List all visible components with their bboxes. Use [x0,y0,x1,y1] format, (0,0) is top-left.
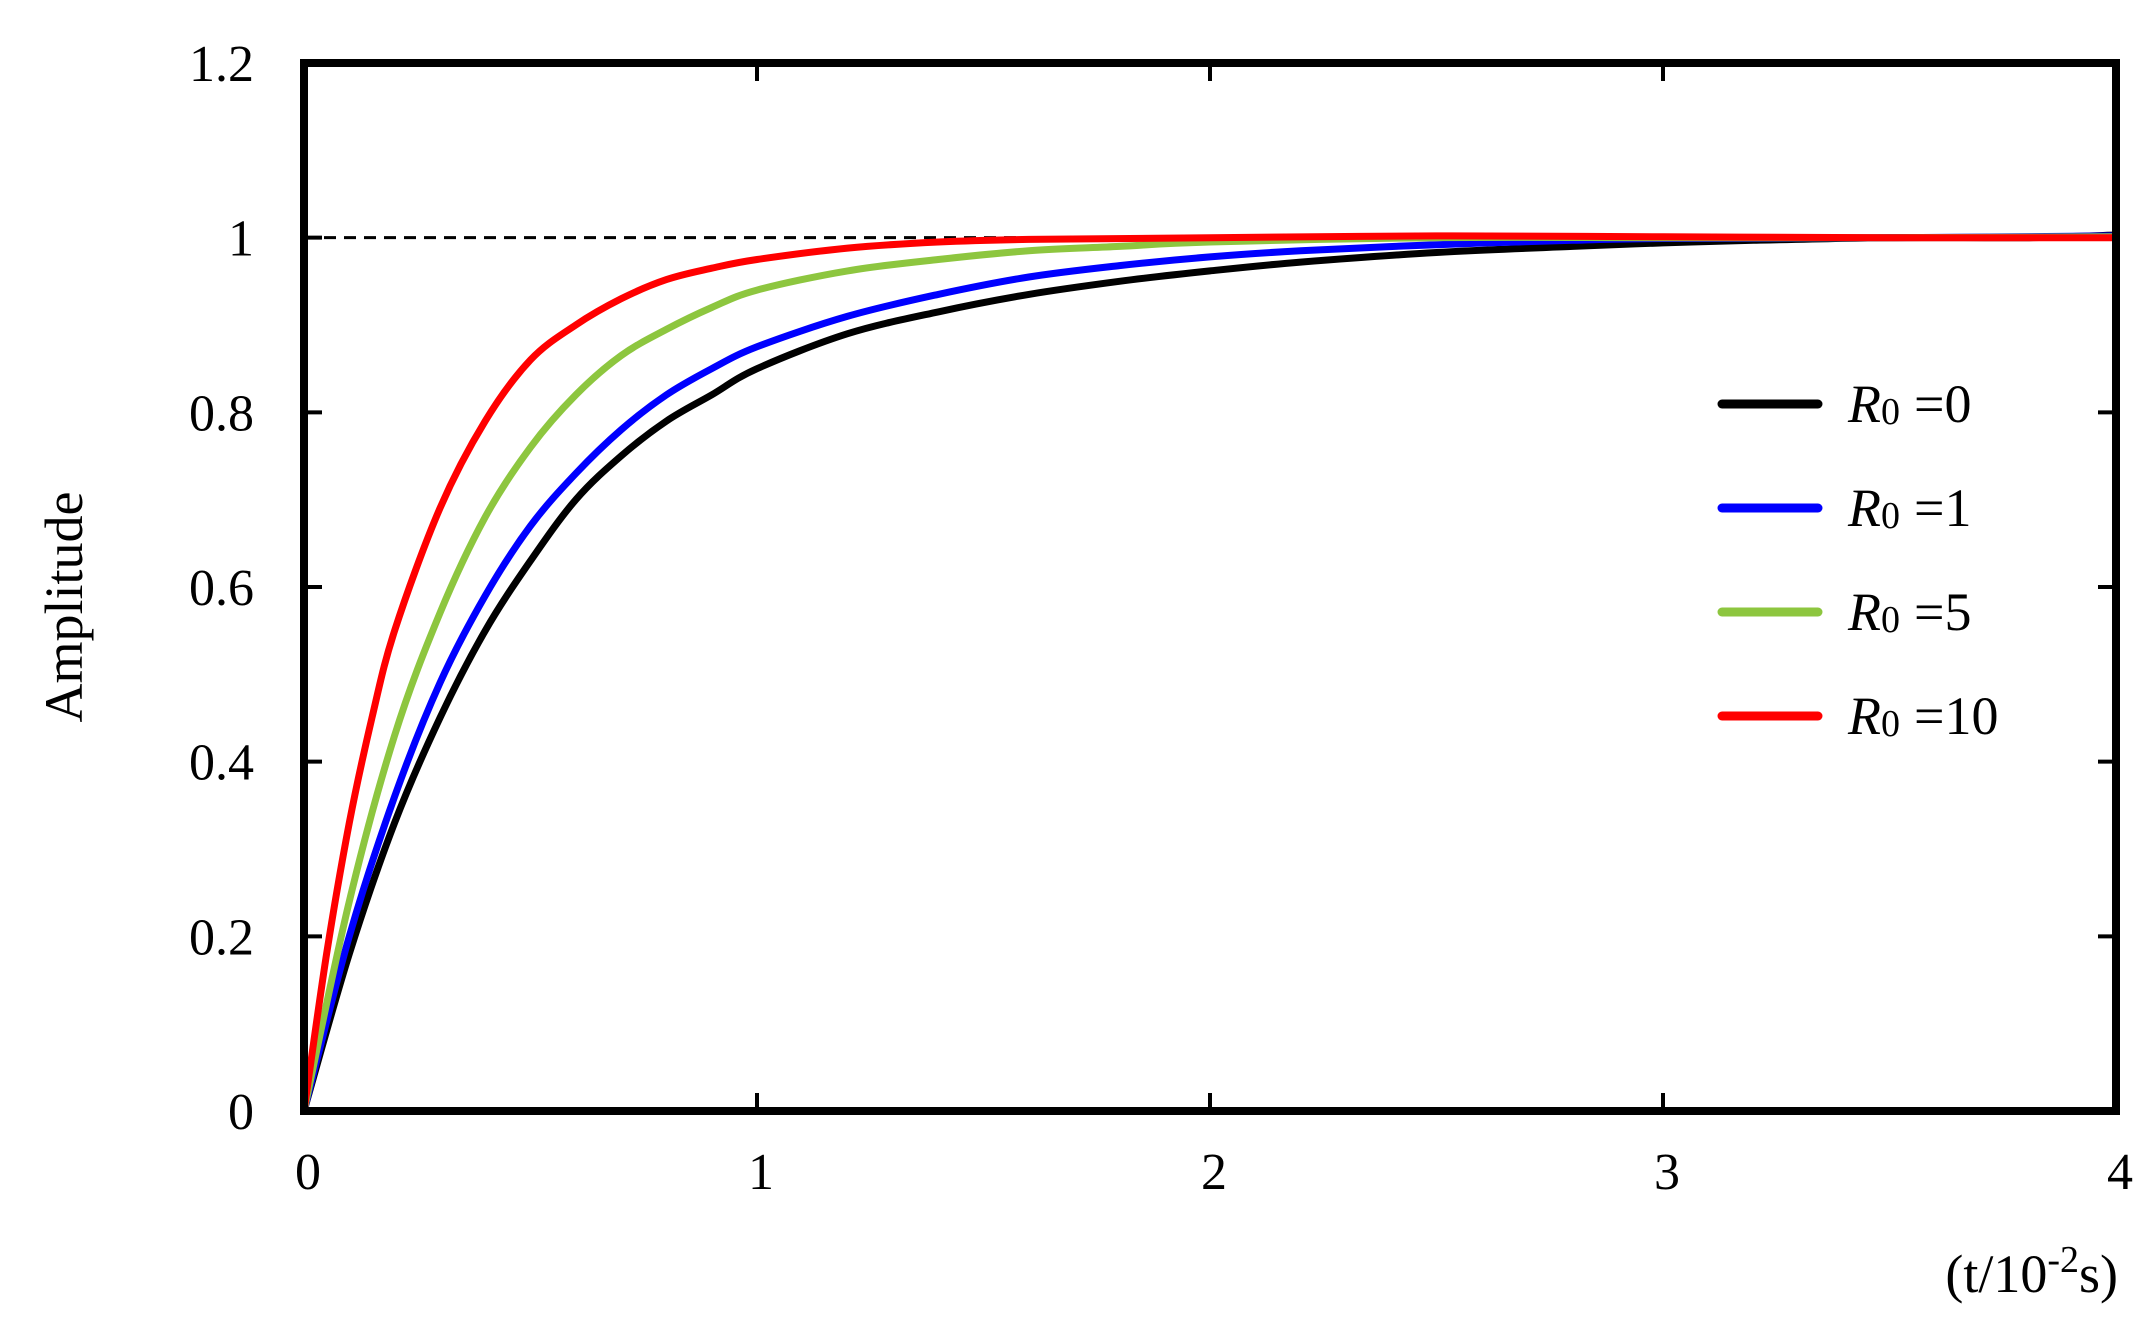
legend-label-var-3: R [1847,686,1881,746]
legend-label-0: R0 =0 [1847,374,1971,434]
legend-label-value-2: =5 [1914,582,1971,642]
y-tick-label-0: 0 [228,1084,254,1141]
legend-label-value-1: =1 [1914,478,1971,538]
y-tick-label-2: 0.4 [189,735,254,792]
legend-label-var-1: R [1847,478,1881,538]
legend: R0 =0R0 =1R0 =5R0 =10 [1717,374,1998,746]
x-axis-label-main: (t/10 [1945,1244,2047,1304]
series-lines [300,231,2120,1115]
series-line-0 [300,231,2120,1115]
legend-label-var-0: R [1847,374,1881,434]
plot-frame [300,59,2120,1115]
y-tick-label-5: 1 [228,211,254,268]
x-axis-label-exponent: -2 [2047,1239,2079,1281]
series-line-2 [300,233,2120,1115]
series-line-1 [300,232,2120,1115]
y-tick-label-3: 0.6 [189,560,254,617]
x-tick-labels: 0 1 2 3 4 [295,1144,2133,1201]
legend-label-value-3: =10 [1914,686,1998,746]
legend-label-sub-2: 0 [1881,599,1900,641]
axis-ticks [302,61,2118,1113]
legend-label-sub-0: 0 [1881,391,1900,433]
legend-label-sub-3: 0 [1881,703,1900,745]
y-tick-labels: 0 0.2 0.4 0.6 0.8 1 1.2 [189,36,254,1141]
x-tick-label-4: 4 [2107,1144,2133,1201]
legend-label-sub-1: 0 [1881,495,1900,537]
series-line-3 [300,232,2120,1115]
x-axis-label-suffix: s) [2079,1244,2118,1304]
legend-label-value-0: =0 [1914,374,1971,434]
y-tick-label-1: 0.2 [189,909,254,966]
x-tick-label-3: 3 [1654,1144,1680,1201]
x-tick-label-0: 0 [295,1144,321,1201]
y-axis-label: Amplitude [34,492,94,723]
y-tick-label-6: 1.2 [189,36,254,93]
x-tick-label-2: 2 [1201,1144,1227,1201]
legend-label-1: R0 =1 [1847,478,1971,538]
legend-label-3: R0 =10 [1847,686,1998,746]
x-axis-label: (t/10-2s) [1945,1239,2118,1304]
legend-label-var-2: R [1847,582,1881,642]
x-tick-label-1: 1 [748,1144,774,1201]
y-tick-label-4: 0.8 [189,385,254,442]
legend-label-2: R0 =5 [1847,582,1971,642]
